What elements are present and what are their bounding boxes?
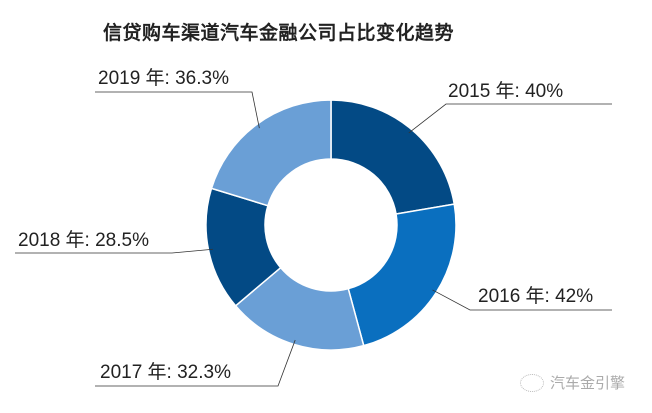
data-label: 2017 年: 32.3% xyxy=(100,361,231,383)
data-label: 2018 年: 28.5% xyxy=(18,229,149,251)
chart-title: 信贷购车渠道汽车金融公司占比变化趋势 xyxy=(103,22,455,44)
wechat-icon xyxy=(520,373,544,392)
donut-slice-2015 xyxy=(330,99,456,215)
watermark-text: 汽车金引擎 xyxy=(550,374,626,392)
data-label: 2019 年: 36.3% xyxy=(98,67,229,89)
leader-line xyxy=(408,103,612,134)
leader-line xyxy=(432,289,612,311)
donut-slice-2019 xyxy=(210,99,332,207)
leader-line xyxy=(95,91,260,129)
leader-line xyxy=(95,339,296,387)
leader-line xyxy=(15,248,214,254)
data-label: 2015 年: 40% xyxy=(448,80,563,102)
data-label: 2016 年: 42% xyxy=(478,285,593,307)
watermark: 汽车金引擎 xyxy=(520,372,625,393)
donut-slice-2016 xyxy=(347,203,457,347)
